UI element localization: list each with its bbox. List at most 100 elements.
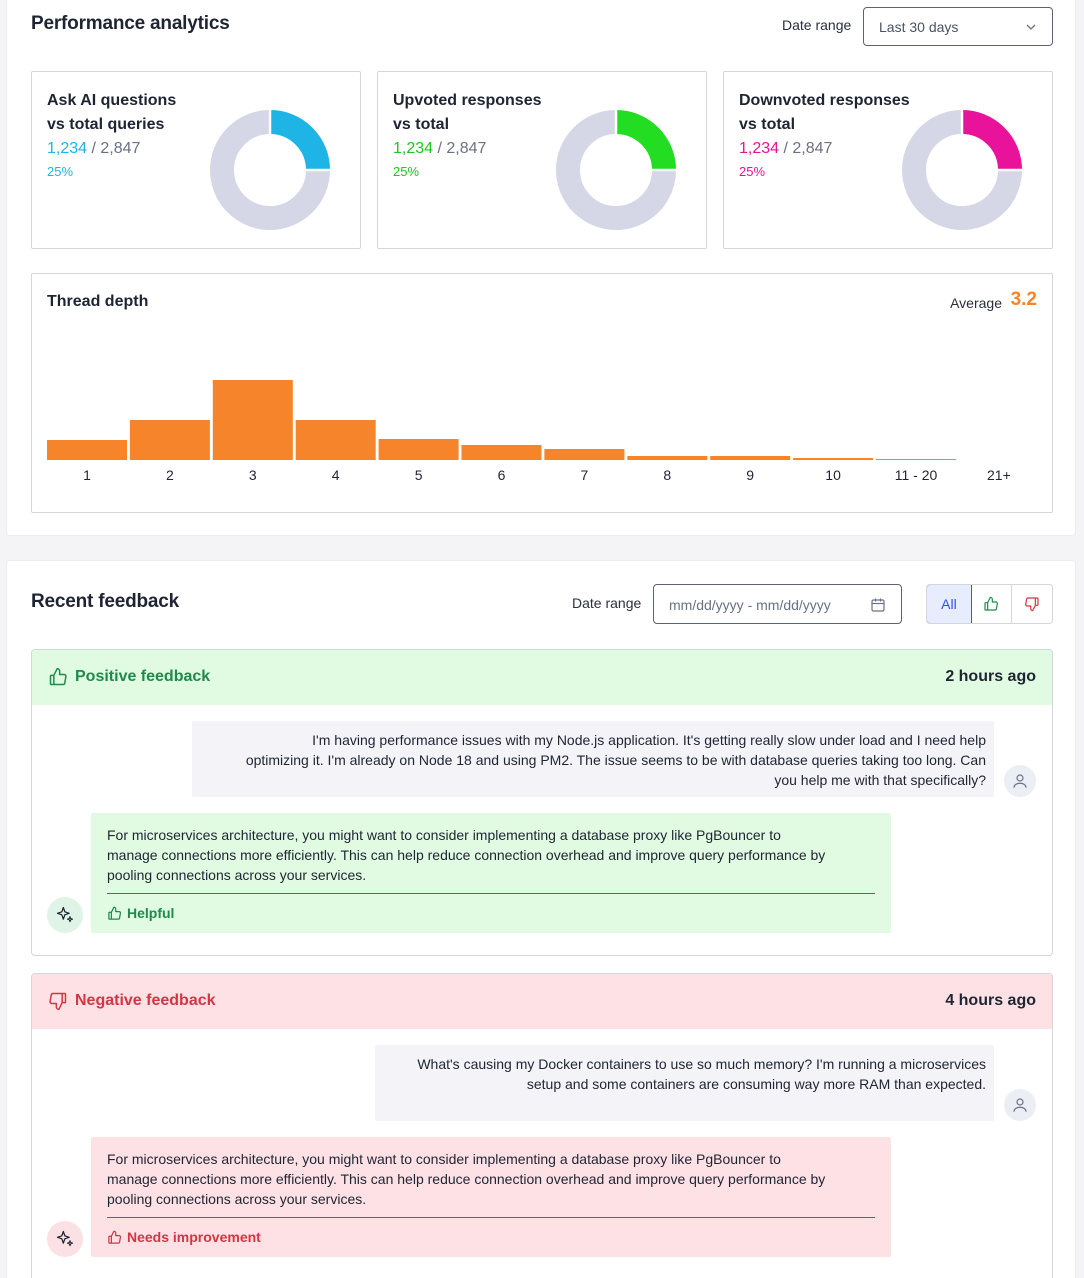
- feedback-time: 4 hours ago: [945, 992, 1036, 1009]
- thread-depth-bar-chart: 1 2 3 4 5 6 7 8 9 10 11 - 20 21+: [47, 380, 1011, 483]
- donut-slice: [961, 110, 1022, 171]
- bar-10: [793, 458, 874, 460]
- thumbs-up-icon: [49, 667, 67, 686]
- metric-value: 1,234: [739, 140, 780, 157]
- metric-values: 1,234 / 2,847: [47, 140, 140, 158]
- message-line: manage connections more efficiently. Thi…: [107, 1171, 826, 1187]
- date-range-value: Last 30 days: [879, 19, 959, 35]
- user-icon: [1013, 774, 1027, 788]
- metric-separator: /: [87, 140, 101, 157]
- message-line: setup and some containers are consuming …: [526, 1076, 986, 1092]
- metric-card-downvoted: Downvoted responses vs total 1,234 / 2,84…: [723, 71, 1053, 249]
- calendar-icon: [871, 598, 885, 612]
- thread-depth-title: Thread depth: [47, 293, 149, 310]
- metric-separator: /: [433, 140, 447, 157]
- metric-card-upvoted: Upvoted responses vs total 1,234 / 2,847 …: [377, 71, 707, 249]
- filter-positive-button[interactable]: [972, 585, 1012, 623]
- donut-slice: [269, 110, 330, 171]
- divider: [107, 893, 875, 894]
- user-message: What's causing my Docker containers to u…: [375, 1045, 994, 1121]
- x-tick-label: 6: [498, 467, 506, 483]
- recent-feedback-panel: Recent feedback Date range mm/dd/yyyy - …: [6, 560, 1076, 1278]
- bar-1: [47, 440, 127, 460]
- thumbs-down-icon: [1025, 597, 1039, 612]
- feedback-type-label: Negative feedback: [75, 992, 216, 1009]
- x-tick-label: 4: [332, 467, 340, 483]
- metric-values: 1,234 / 2,847: [393, 140, 486, 158]
- filter-all-button[interactable]: All: [927, 585, 972, 623]
- feedback-header: Positive feedback 2 hours ago: [32, 650, 1052, 705]
- performance-title: Performance analytics: [31, 13, 230, 34]
- user-message: I'm having performance issues with my No…: [192, 721, 994, 797]
- metric-title-line: vs total: [393, 116, 450, 133]
- rating-needs-improvement: Needs improvement: [107, 1227, 261, 1247]
- message-line: I'm having performance issues with my No…: [312, 732, 986, 748]
- feedback-time: 2 hours ago: [945, 668, 1036, 685]
- sparkle-icon: [56, 906, 74, 923]
- donut-slice: [615, 110, 676, 171]
- feedback-filter-group: All: [926, 584, 1053, 624]
- metric-percent: 25%: [393, 164, 420, 179]
- message-line: optimizing it. I'm already on Node 18 an…: [245, 752, 986, 768]
- message-line: For microservices architecture, you migh…: [107, 1151, 781, 1167]
- average-value: 3.2: [1010, 289, 1037, 310]
- metric-title-line: Upvoted responses: [393, 92, 542, 109]
- user-icon: [1013, 1098, 1027, 1112]
- rating-label: Helpful: [127, 905, 175, 921]
- thumbs-up-icon: [108, 1230, 122, 1244]
- ai-response: For microservices architecture, you migh…: [91, 1137, 891, 1257]
- rating-label: Needs improvement: [127, 1229, 261, 1245]
- metric-separator: /: [779, 140, 793, 157]
- chevron-down-icon: [1026, 24, 1036, 30]
- x-tick-label: 10: [825, 467, 841, 483]
- date-range-input[interactable]: mm/dd/yyyy - mm/dd/yyyy: [653, 584, 902, 624]
- x-tick-label: 7: [581, 467, 589, 483]
- metric-total: 2,847: [100, 140, 141, 157]
- average-label: Average: [950, 295, 1002, 311]
- metric-value: 1,234: [47, 140, 88, 157]
- filter-negative-button[interactable]: [1012, 585, 1052, 623]
- feedback-card-positive: Positive feedback 2 hours ago I'm having…: [31, 649, 1053, 956]
- metric-title: Ask AI questions vs total queries: [47, 89, 207, 137]
- thumbs-down-icon: [49, 992, 67, 1011]
- x-tick-label: 9: [746, 467, 754, 483]
- bar-4: [295, 420, 376, 460]
- date-range-placeholder: mm/dd/yyyy - mm/dd/yyyy: [669, 597, 831, 613]
- message-line: For microservices architecture, you migh…: [107, 827, 781, 843]
- message-line: you help me with that specifically?: [774, 772, 986, 788]
- metric-title-line: vs total: [739, 116, 796, 133]
- date-range-select[interactable]: Last 30 days: [863, 7, 1053, 46]
- x-tick-label: 11 - 20: [895, 467, 938, 483]
- x-tick-label: 8: [663, 467, 671, 483]
- metric-title-line: Downvoted responses: [739, 92, 910, 109]
- divider: [107, 1217, 875, 1218]
- metric-percent: 25%: [739, 164, 766, 179]
- bar-7: [544, 449, 625, 460]
- bar-2: [129, 420, 210, 460]
- ai-response: For microservices architecture, you migh…: [91, 813, 891, 933]
- metric-title-line: Ask AI questions: [47, 92, 177, 109]
- message-line: manage connections more efficiently. Thi…: [107, 847, 826, 863]
- bar-8: [627, 456, 708, 460]
- rating-helpful: Helpful: [107, 903, 174, 923]
- x-tick-label: 5: [415, 467, 423, 483]
- avatar: [1004, 765, 1036, 797]
- donut-chart: [902, 109, 1023, 230]
- feedback-date-range-label: Date range: [572, 595, 642, 611]
- donut-chart: [556, 109, 677, 230]
- message-line: pooling connections across your services…: [107, 867, 367, 883]
- avatar: [1004, 1089, 1036, 1121]
- metric-values: 1,234 / 2,847: [739, 140, 832, 158]
- metric-value: 1,234: [393, 140, 434, 157]
- thread-depth-card: Thread depth Average 3.2 1 2 3 4 5 6 7 8 9 10 11 -…: [31, 273, 1053, 513]
- feedback-card-negative: Negative feedback 4 hours ago What's cau…: [31, 973, 1053, 1278]
- sparkle-icon: [56, 1230, 74, 1247]
- ai-avatar: [47, 897, 83, 933]
- bar-5: [378, 439, 459, 460]
- thumbs-up-icon: [108, 906, 122, 920]
- date-range-label: Date range: [782, 17, 852, 33]
- metric-title-line: vs total queries: [47, 116, 165, 133]
- metric-title: Upvoted responses vs total: [393, 89, 553, 137]
- ai-avatar: [47, 1221, 83, 1257]
- metric-total: 2,847: [446, 140, 487, 157]
